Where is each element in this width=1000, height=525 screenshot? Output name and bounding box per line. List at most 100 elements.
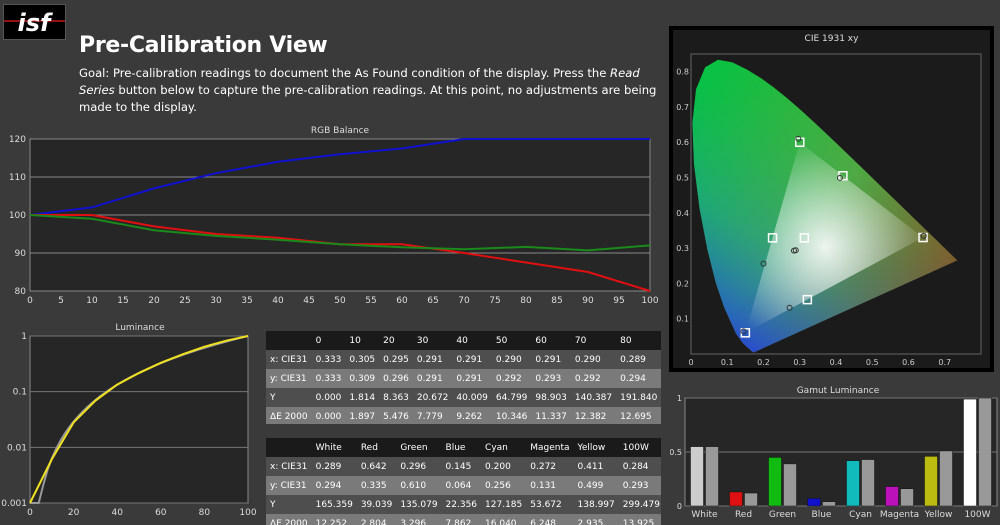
table-cell: 0.290: [495, 354, 522, 365]
table-cell: 0.610: [400, 480, 427, 491]
table-header-cell: 100W: [622, 442, 649, 453]
cie-target-marker: [799, 233, 810, 243]
rgb-y-tick-label: 120: [9, 135, 26, 145]
table-cell: 2.935: [577, 518, 604, 525]
table-cell: 11.337: [535, 411, 567, 422]
luminance-measured-curve: [29, 335, 249, 504]
table-cell: 0.292: [574, 373, 601, 384]
table-cell: 39.039: [360, 499, 393, 510]
table-header-cell: 20: [383, 335, 395, 346]
table-header-cell: 10: [349, 335, 361, 346]
luminance-y-tick-label: 1: [21, 332, 27, 342]
gamut-category-label: Red: [735, 510, 752, 520]
table-cell: 12.252: [315, 518, 348, 525]
table-header-cell: Red: [360, 442, 378, 453]
gamut-category-label: Blue: [812, 510, 832, 520]
table-cell: 0.335: [360, 480, 387, 491]
gamut-measured-bar: [690, 446, 704, 507]
table-cell: 16.040: [485, 518, 517, 525]
gamut-measured-bar: [963, 398, 977, 507]
cie-x-tick-label: 0.5: [866, 358, 879, 367]
rgb-x-tick-label: 95: [613, 296, 624, 306]
table-cell: 0.291: [456, 354, 483, 365]
rgb-x-tick-label: 90: [582, 296, 594, 306]
rgb-x-tick-label: 5: [58, 296, 64, 306]
table-cell: 0.296: [383, 373, 409, 384]
luminance-x-tick-label: 0: [27, 508, 33, 518]
table-cell: 8.363: [383, 392, 409, 403]
rgb-balance-chart: 80 90 100 110 120 0 5 10 15 20 25 30 35 40 45 50 55 60 65 7…: [9, 135, 659, 306]
luminance-x-tick-label: 20: [68, 508, 80, 518]
table-cell: 12.382: [574, 411, 607, 422]
table-header-cell: 0: [315, 335, 322, 346]
table-cell: 53.672: [530, 499, 562, 510]
table-cell: 5.476: [383, 411, 409, 422]
table-row: Y 0.000 1.814 8.363 20.672 40.009 64.799 98.903…: [266, 388, 661, 407]
isf-logo-icon: isf: [3, 4, 66, 40]
table-header-cell: Yellow: [577, 442, 606, 453]
gamut-measured-bar: [807, 498, 821, 507]
table-cell: 0.064: [445, 480, 472, 491]
table-cell: 0.289: [315, 461, 342, 472]
rgb-x-tick-label: 50: [334, 296, 346, 306]
table-header-cell: [266, 438, 312, 457]
table-cell: 165.359: [315, 499, 353, 510]
gamut-category-label: Magenta: [880, 510, 919, 520]
rgb-y-tick-label: 90: [15, 249, 27, 259]
table-cell: 0.256: [485, 480, 511, 491]
grayscale-table: 01020304050607080901x: CIE310.3330.3050.…: [266, 331, 661, 424]
cie-x-tick-label: 0.4: [830, 358, 843, 367]
table-cell: 1.897: [349, 411, 376, 422]
gamut-luminance-title: Gamut Luminance: [796, 386, 880, 396]
table-header-cell: 40: [456, 335, 468, 346]
table-header-cell: 30: [416, 335, 429, 346]
table-cell: 0.291: [416, 373, 443, 384]
gamut-category-label: 100W: [964, 510, 990, 520]
table-cell: 299.479: [622, 499, 660, 510]
gamut-target-bar: [939, 450, 953, 507]
read-series-reference: Read Series: [79, 66, 640, 97]
table-cell: 127.185: [485, 499, 523, 510]
row-label: Y: [270, 499, 276, 510]
row-label: x: CIE31: [270, 354, 308, 365]
gamut-measured-bar: [846, 460, 860, 507]
table-cell: 0.333: [315, 354, 342, 365]
gamut-category-label: Cyan: [849, 510, 872, 520]
table-cell: 0.295: [383, 354, 409, 365]
cie-measured-point: [786, 304, 793, 311]
gamut-y-tick-label: 0.5: [670, 448, 682, 457]
goal-description: Goal: Pre-calibration readings to docume…: [79, 65, 669, 116]
table-row: x: CIE31 0.333 0.305 0.295 0.291 0.291 0.290 0.…: [266, 350, 661, 369]
table-cell: 0.499: [577, 480, 604, 491]
cie-measured-point: [760, 260, 767, 267]
rgb-x-tick-label: 35: [241, 296, 252, 306]
gamut-measured-bar: [885, 486, 899, 507]
table-cell: 0.293: [535, 373, 562, 384]
gamut-target-bar: [861, 459, 875, 507]
table-cell: 0.291: [535, 354, 562, 365]
table-cell: 98.903: [535, 392, 567, 403]
table-cell: 0.333: [315, 373, 342, 384]
cie-x-tick-label: 0.7: [938, 358, 951, 367]
rgb-x-tick-label: 75: [489, 296, 500, 306]
cie-target-marker: [795, 137, 805, 147]
cie-title: CIE 1931 xy: [804, 34, 859, 44]
gamut-measured-bar: [768, 457, 782, 507]
cie-gamut-triangle: [745, 142, 923, 333]
table-cell: 10.346: [495, 411, 528, 422]
color-readings-table: White Red Green Blue Cyan Magenta Yellow 100W x:…: [266, 438, 661, 525]
table-row: y: CIE31 0.294 0.335 0.610 0.064 0.256 0.131 0.…: [266, 476, 661, 495]
table-cell: 6.248: [530, 518, 557, 525]
row-label: x: CIE31: [270, 461, 308, 472]
rgb-y-tick-label: 80: [15, 287, 27, 297]
table-cell: 0.642: [360, 461, 387, 472]
cie-measured-point: [795, 135, 802, 142]
table-cell: 0.291: [456, 373, 483, 384]
table-header-cell: 80: [620, 335, 632, 346]
table-header-cell: 70: [574, 335, 587, 346]
rgb-balance-title: RGB Balance: [310, 126, 370, 136]
table-cell: 64.799: [495, 392, 528, 403]
rgb-x-tick-label: 30: [210, 296, 222, 306]
table-cell: 12.695: [620, 411, 652, 422]
